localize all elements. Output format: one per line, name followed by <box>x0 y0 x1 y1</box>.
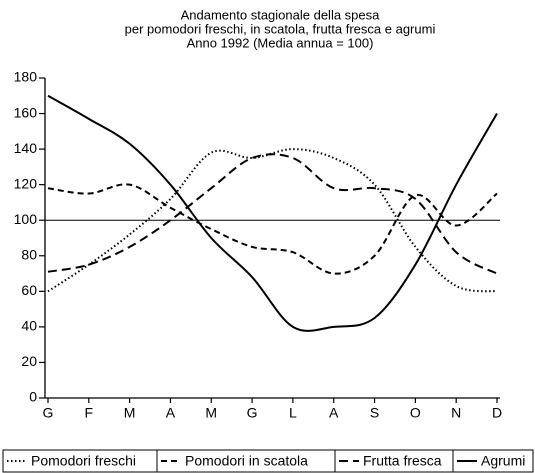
y-tick-label: 0 <box>29 389 37 405</box>
x-tick-label: F <box>85 405 94 421</box>
y-tick-label: 20 <box>21 353 37 369</box>
y-tick-label: 80 <box>21 246 37 262</box>
chart-subtitle: per pomodori freschi, in scatola, frutta… <box>125 21 436 36</box>
chart-subtitle: Anno 1992 (Media annua = 100) <box>187 35 374 50</box>
legend-box <box>2 449 534 473</box>
x-tick-label: N <box>451 405 461 421</box>
x-tick-label: D <box>492 405 502 421</box>
series-line <box>47 94 498 332</box>
x-tick-label: G <box>43 405 54 421</box>
legend-label: Pomodori in scatola <box>185 453 308 469</box>
y-tick-label: 40 <box>21 318 37 334</box>
series-line <box>47 153 498 275</box>
legend-label: Pomodori freschi <box>31 453 136 469</box>
chart-title: Andamento stagionale della spesa <box>181 7 381 22</box>
legend-label: Frutta fresca <box>363 453 442 469</box>
y-tick-label: 140 <box>14 140 38 156</box>
legend-label: Agrumi <box>481 453 525 469</box>
x-tick-label: S <box>370 405 379 421</box>
y-tick-label: 120 <box>14 175 38 191</box>
x-tick-label: A <box>166 405 176 421</box>
x-tick-label: G <box>247 405 258 421</box>
series-line <box>47 148 498 293</box>
x-tick-label: A <box>329 405 339 421</box>
series-line <box>47 183 498 275</box>
y-tick-label: 60 <box>21 282 37 298</box>
x-tick-label: M <box>124 405 136 421</box>
y-tick-label: 180 <box>14 69 38 85</box>
y-tick-label: 100 <box>14 211 38 227</box>
x-tick-label: M <box>205 405 217 421</box>
x-tick-label: O <box>410 405 421 421</box>
y-tick-label: 160 <box>14 104 38 120</box>
x-tick-label: L <box>289 405 297 421</box>
